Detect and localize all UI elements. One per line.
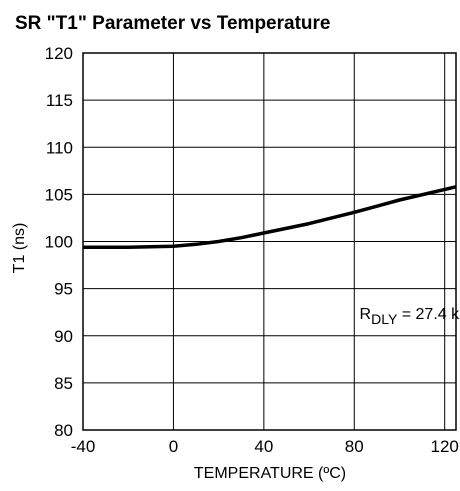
- y-tick-label: 100: [45, 233, 73, 252]
- x-tick-label: 40: [254, 437, 273, 456]
- y-tick-label: 105: [45, 185, 73, 204]
- grid: [83, 53, 456, 430]
- y-tick-label: 110: [46, 138, 73, 157]
- y-axis-label: T1 (ns): [11, 223, 28, 274]
- annotation-subscript: DLY: [371, 311, 398, 327]
- annotation-suffix: = 27.4 kΩ: [397, 306, 460, 323]
- x-tick-label: -40: [71, 437, 96, 456]
- y-tick-label: 115: [46, 91, 73, 110]
- y-tick-label: 85: [54, 374, 73, 393]
- y-tick-label: 95: [54, 280, 73, 299]
- plot-frame: [82, 52, 457, 431]
- x-tick-label: 120: [431, 437, 459, 456]
- y-tick-labels: 80 85 90 95 100 105 110 115 120: [45, 44, 73, 440]
- series-layer: [83, 185, 457, 249]
- x-axis-label: TEMPERATURE (ºC): [194, 465, 346, 482]
- y-tick-label: 90: [54, 327, 73, 346]
- annotation-rdly: RDLY = 27.4 kΩ: [360, 306, 460, 327]
- x-tick-label: 80: [345, 437, 364, 456]
- annotation-prefix: R: [360, 306, 372, 323]
- series-line: [83, 185, 457, 249]
- y-tick-label: 80: [54, 421, 73, 440]
- x-tick-label: 0: [169, 437, 178, 456]
- chart-title: SR "T1" Parameter vs Temperature: [15, 13, 330, 34]
- y-tick-label: 120: [45, 44, 73, 63]
- x-tick-labels: -40 0 40 80 120: [71, 437, 459, 456]
